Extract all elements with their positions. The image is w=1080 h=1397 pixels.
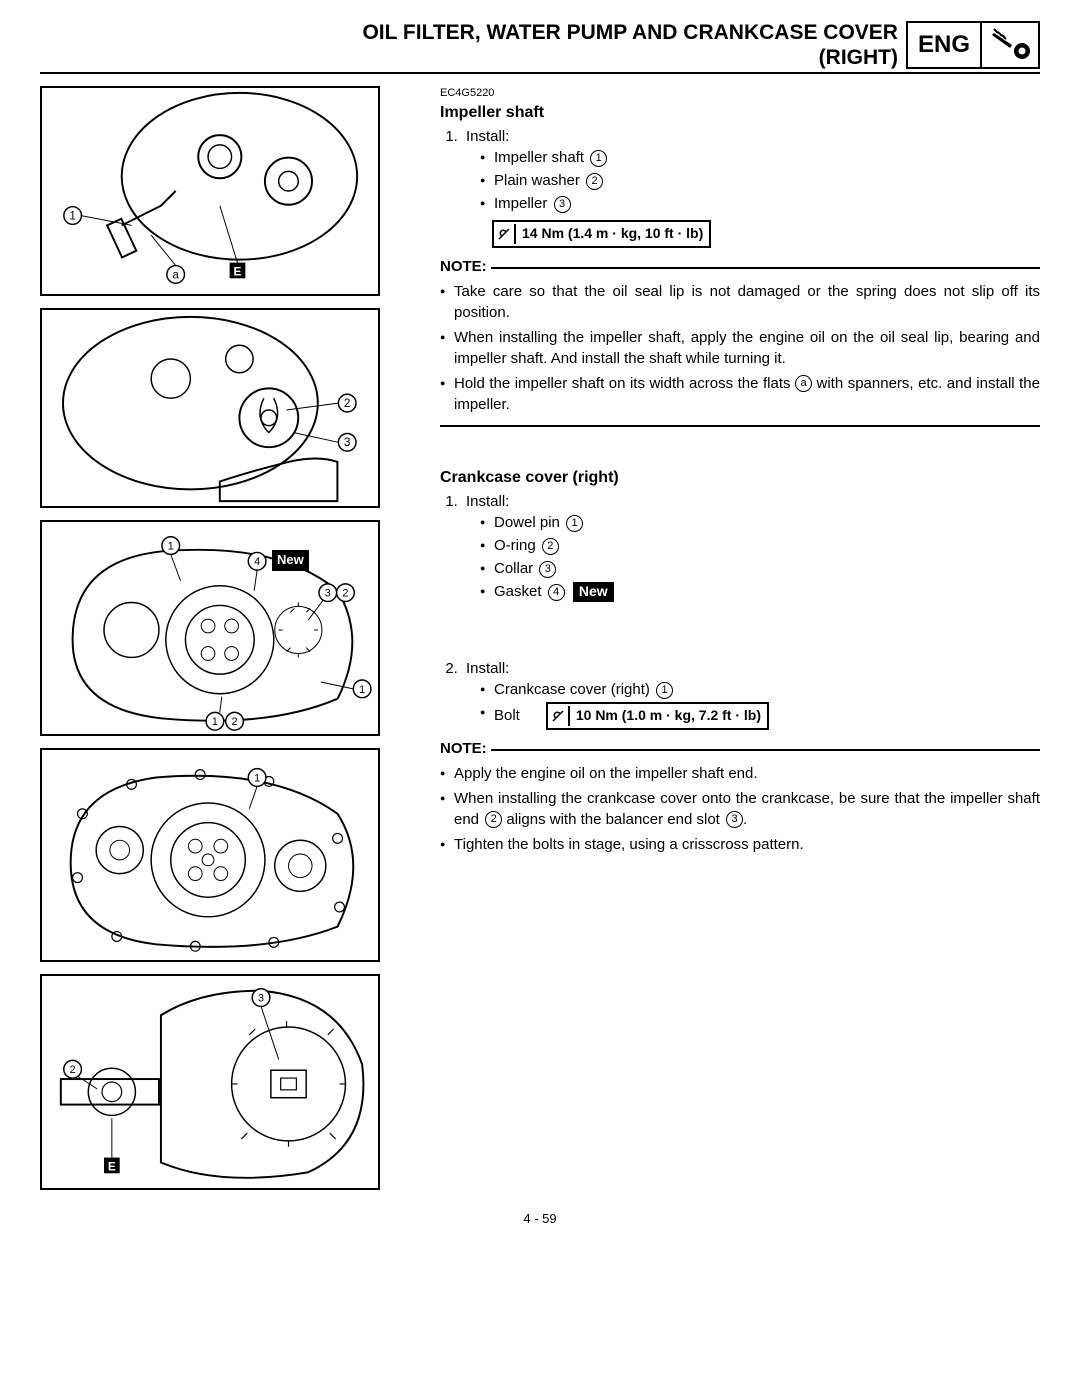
torque-spec: 14 Nm (1.4 m · kg, 10 ft · lb) — [492, 220, 711, 248]
note-item: When installing the impeller shaft, appl… — [440, 327, 1040, 369]
figure-impeller-shaft: 1 a E — [40, 86, 380, 296]
svg-text:3: 3 — [344, 437, 351, 450]
figure-impeller-install: 2 3 — [40, 308, 380, 508]
note-item: When installing the crankcase cover onto… — [440, 788, 1040, 830]
eng-label: ENG — [908, 23, 982, 67]
page-number: 4 - 59 — [40, 1210, 1040, 1228]
figure-new-tag: New — [272, 550, 309, 570]
note-item: Take care so that the oil seal lip is no… — [440, 281, 1040, 323]
svg-text:4: 4 — [254, 557, 260, 569]
part-item: O-ring 2 — [480, 535, 1040, 556]
install-step: Install: Impeller shaft 1 Plain washer 2… — [462, 126, 1040, 214]
part-item: Bolt 10 Nm (1.0 m · kg, 7.2 ft · lb) — [480, 702, 1040, 730]
part-item: Crankcase cover (right) 1 — [480, 679, 1040, 700]
svg-text:a: a — [172, 269, 179, 282]
ref-code: EC4G5220 — [440, 86, 1040, 101]
torque-spec: 10 Nm (1.0 m · kg, 7.2 ft · lb) — [546, 702, 769, 730]
note-item: Hold the impeller shaft on its width acr… — [440, 373, 1040, 415]
svg-text:1: 1 — [168, 541, 174, 553]
install-step: Install: Crankcase cover (right) 1 Bolt … — [462, 658, 1040, 730]
note-item: Apply the engine oil on the impeller sha… — [440, 763, 1040, 784]
note-label: NOTE: — [440, 738, 487, 759]
part-item: Gasket 4 New — [480, 581, 1040, 602]
svg-text:3: 3 — [325, 588, 331, 600]
figure-balancer-slot: 3 2 E — [40, 974, 380, 1190]
crankcase-title: Crankcase cover (right) — [440, 467, 1040, 489]
part-item: Dowel pin 1 — [480, 512, 1040, 533]
part-item: Impeller shaft 1 — [480, 147, 1040, 168]
engine-icon — [982, 23, 1038, 67]
svg-text:2: 2 — [344, 397, 351, 410]
note-label: NOTE: — [440, 256, 487, 277]
text-column: EC4G5220 Impeller shaft Install: Impelle… — [440, 86, 1040, 1202]
figure-crankcase-cover: 1 — [40, 748, 380, 962]
wrench-icon — [548, 706, 570, 726]
svg-text:E: E — [234, 266, 242, 279]
figure-crankcase-gasket: 1 4 3 2 1 1 2 New — [40, 520, 380, 736]
svg-text:2: 2 — [342, 588, 348, 600]
install-step: Install: Dowel pin 1 O-ring 2 Collar 3 G… — [462, 491, 1040, 602]
note-item: Tighten the bolts in stage, using a cris… — [440, 834, 1040, 855]
svg-text:1: 1 — [212, 717, 218, 729]
part-item: Collar 3 — [480, 558, 1040, 579]
svg-text:2: 2 — [232, 717, 238, 729]
page-title: OIL FILTER, WATER PUMP AND CRANKCASE COV… — [40, 20, 898, 70]
svg-text:1: 1 — [359, 684, 365, 696]
figure-column: 1 a E — [40, 86, 420, 1202]
page-header: OIL FILTER, WATER PUMP AND CRANKCASE COV… — [40, 20, 1040, 74]
svg-text:2: 2 — [70, 1065, 76, 1077]
svg-text:1: 1 — [69, 210, 76, 223]
header-tag: ENG — [906, 21, 1040, 69]
part-item: Plain washer 2 — [480, 170, 1040, 191]
svg-text:E: E — [108, 1161, 116, 1174]
svg-text:1: 1 — [254, 773, 260, 785]
svg-text:3: 3 — [258, 993, 264, 1005]
new-tag: New — [573, 582, 614, 602]
wrench-icon — [494, 224, 516, 244]
part-item: Impeller 3 — [480, 193, 1040, 214]
impeller-title: Impeller shaft — [440, 102, 1040, 124]
